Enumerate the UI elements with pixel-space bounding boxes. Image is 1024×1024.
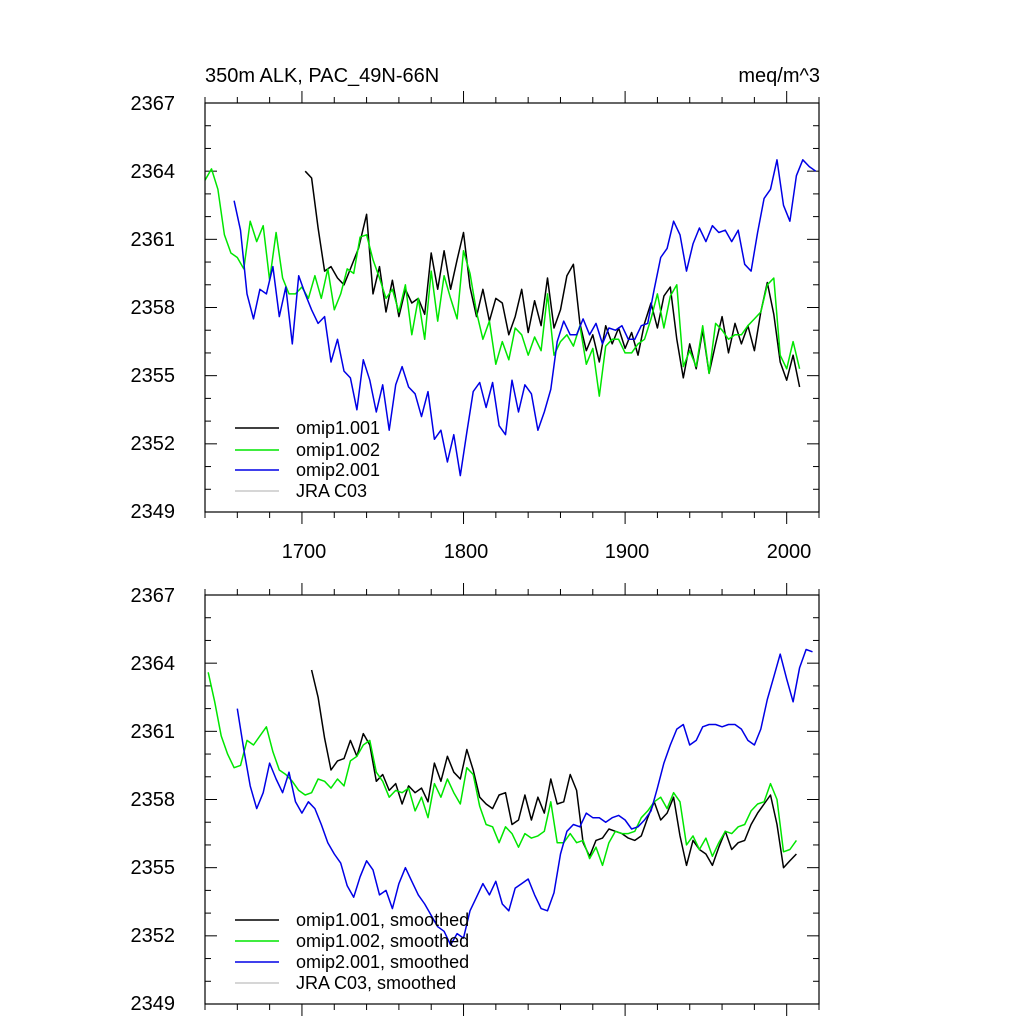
series-line-omip1-002-smoothed [207,672,798,867]
top-panel: 350m ALK, PAC_49N-66N meq/m^3 2349 2352 … [131,65,821,563]
x-tick-label-1700: 1700 [282,541,327,563]
legend-label-jra-c03-smoothed: JRA C03, smoothed [296,973,456,993]
top-panel-y-tick-labels: 2349 2352 2355 2358 2361 2364 2367 [131,93,176,523]
y-tick-label-2361: 2361 [131,721,176,743]
bottom-panel: 2349 2352 2355 2358 2361 2364 2367 omip1… [131,583,820,1016]
y-tick-label-2355: 2355 [131,365,176,387]
y-tick-label-2367: 2367 [131,585,176,607]
legend-label-omip1-001: omip1.001 [296,418,380,438]
top-panel-frame [204,102,820,513]
x-tick-label-1900: 1900 [605,541,650,563]
y-tick-label-2355: 2355 [131,857,176,879]
top-panel-title: 350m ALK, PAC_49N-66N [205,65,439,87]
y-tick-label-2349: 2349 [131,993,176,1015]
legend-label-omip1-002: omip1.002 [296,440,380,460]
y-tick-label-2352: 2352 [131,433,176,455]
bottom-panel-y-tick-labels: 2349 2352 2355 2358 2361 2364 2367 [131,585,176,1015]
x-tick-label-1800: 1800 [444,541,489,563]
y-tick-label-2364: 2364 [131,653,176,675]
y-tick-label-2364: 2364 [131,161,176,183]
bottom-panel-series [207,648,813,946]
legend-label-omip2-001: omip2.001 [296,460,380,480]
x-tick-label-2000: 2000 [767,541,812,563]
top-panel-legend: omip1.001 omip1.002 omip2.001 JRA C03 [235,418,380,501]
y-tick-label-2367: 2367 [131,93,176,115]
y-tick-label-2349: 2349 [131,501,176,523]
top-panel-units: meq/m^3 [738,65,820,87]
y-tick-label-2361: 2361 [131,229,176,251]
series-line-omip1-001-smoothed [310,669,797,869]
y-tick-label-2358: 2358 [131,789,176,811]
bottom-panel-legend: omip1.001, smoothed omip1.002, smoothed … [235,910,469,993]
legend-label-omip2-001-smoothed: omip2.001, smoothed [296,952,469,972]
y-tick-label-2352: 2352 [131,925,176,947]
series-line-omip2-001-smoothed [236,648,813,946]
series-line-omip1-001 [304,170,801,388]
top-panel-x-tick-labels: 1700 1800 1900 2000 [282,541,812,563]
series-line-omip2-001 [233,159,817,477]
legend-label-omip1-001-smoothed: omip1.001, smoothed [296,910,469,930]
y-tick-label-2358: 2358 [131,297,176,319]
legend-label-jra-c03: JRA C03 [296,481,367,501]
top-panel-series [204,159,817,477]
bottom-panel-frame [204,594,820,1005]
legend-label-omip1-002-smoothed: omip1.002, smoothed [296,931,469,951]
series-line-omip1-002 [204,168,801,397]
